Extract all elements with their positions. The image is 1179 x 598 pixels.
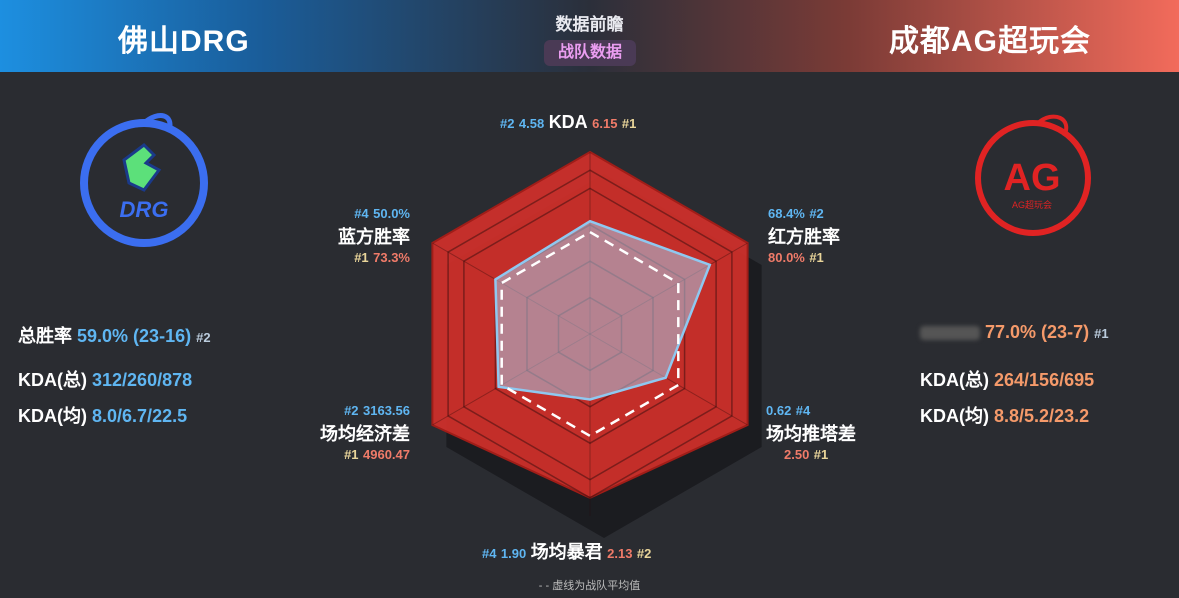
drg-logo: DRG — [80, 113, 208, 247]
left-kda-total-value: 312/260/878 — [92, 370, 193, 390]
right-winrate-row: 77.0% (23-7) #1 — [920, 322, 1109, 343]
tower-right-rank: #1 — [813, 447, 829, 462]
left-kda-avg-row: KDA(均) 8.0/6.7/22.5 — [18, 402, 187, 428]
right-kda-avg-value: 8.8/5.2/23.2 — [994, 406, 1090, 426]
right-kda-avg-label: KDA(均) — [920, 406, 989, 426]
right-winrate-value: 77.0% (23-7) — [985, 322, 1090, 342]
red-winrate-right-value: 80.0% — [768, 250, 805, 265]
blue-winrate-right-rank: #1 — [354, 250, 369, 265]
tyrant-left-rank: #4 — [482, 546, 497, 561]
radar-label-tyrant: #4 1.90 场均暴君 2.13 #2 — [482, 538, 651, 564]
left-kda-total-label: KDA(总) — [18, 370, 87, 390]
gold-right-rank: #1 — [344, 447, 359, 462]
right-kda-total-row: KDA(总) 264/156/695 — [920, 366, 1094, 392]
radar-label-tower-diff: 0.62 #4 场均推塔差 2.50 #1 — [766, 402, 856, 464]
ag-logo-text: AG — [1004, 157, 1061, 199]
blue-winrate-right-value: 73.3% — [373, 250, 410, 265]
tyrant-right-rank: #2 — [636, 546, 652, 561]
gold-left-value: 3163.56 — [363, 403, 410, 418]
gold-label: 场均经济差 — [320, 424, 410, 444]
right-kda-avg-row: KDA(均) 8.8/5.2/23.2 — [920, 402, 1089, 428]
tower-left-value: 0.62 — [766, 403, 792, 418]
tab-team-data[interactable]: 战队数据 — [544, 40, 636, 66]
blue-winrate-left-rank: #4 — [354, 206, 369, 221]
ag-logo-subtext: AG超玩会 — [1012, 199, 1052, 210]
tower-label: 场均推塔差 — [766, 424, 856, 444]
tower-left-rank: #4 — [795, 403, 811, 418]
kda-label: KDA — [548, 112, 588, 132]
red-winrate-label: 红方胜率 — [768, 227, 840, 247]
left-winrate-rank: #2 — [196, 330, 211, 345]
tyrant-right-value: 2.13 — [607, 546, 633, 561]
kda-right-rank: #1 — [621, 116, 637, 131]
red-winrate-left-value: 68.4% — [768, 206, 805, 221]
blue-winrate-label: 蓝方胜率 — [338, 227, 410, 247]
left-kda-total-row: KDA(总) 312/260/878 — [18, 366, 192, 392]
radar-label-kda: #2 4.58 KDA 6.15 #1 — [500, 112, 636, 133]
right-kda-total-value: 264/156/695 — [994, 370, 1095, 390]
radar-label-red-winrate: 68.4% #2 红方胜率 80.0% #1 — [768, 205, 840, 267]
right-winrate-rank: #1 — [1094, 326, 1109, 341]
drg-logo-text: DRG — [120, 197, 169, 222]
footnote: - - 虚线为战队平均值 — [538, 580, 641, 592]
blurred-label — [920, 326, 980, 341]
left-winrate-value: 59.0% (23-16) — [77, 326, 192, 346]
radar-grid-ring — [447, 169, 733, 499]
tyrant-label: 场均暴君 — [530, 542, 603, 562]
ag-logo: AG AG超玩会 — [975, 114, 1091, 236]
red-winrate-right-rank: #1 — [809, 250, 824, 265]
left-team-name: 佛山DRG — [118, 25, 250, 58]
left-kda-avg-value: 8.0/6.7/22.5 — [92, 406, 188, 426]
radar-label-blue-winrate: #4 50.0% 蓝方胜率 #1 73.3% — [322, 205, 410, 267]
tyrant-left-value: 1.90 — [500, 546, 527, 561]
left-kda-avg-label: KDA(均) — [18, 406, 87, 426]
kda-left-value: 4.58 — [518, 116, 545, 131]
page-title: 数据前瞻 — [555, 15, 624, 34]
left-winrate-label: 总胜率 — [18, 326, 72, 346]
radar-label-gold-diff: #2 3163.56 场均经济差 #1 4960.47 — [310, 402, 410, 464]
tower-right-value: 2.50 — [784, 447, 810, 462]
kda-left-rank: #2 — [500, 116, 515, 131]
red-winrate-left-rank: #2 — [809, 206, 824, 221]
right-kda-total-label: KDA(总) — [920, 370, 989, 390]
radar-left-team-area — [494, 219, 712, 401]
gold-right-value: 4960.47 — [363, 447, 410, 462]
left-winrate-row: 总胜率 59.0% (23-16) #2 — [18, 322, 211, 348]
blue-winrate-left-value: 50.0% — [373, 206, 410, 221]
kda-right-value: 6.15 — [592, 116, 618, 131]
radar-grid-ring — [463, 187, 717, 481]
right-team-name: 成都AG超玩会 — [889, 25, 1091, 58]
gold-left-rank: #2 — [344, 403, 359, 418]
